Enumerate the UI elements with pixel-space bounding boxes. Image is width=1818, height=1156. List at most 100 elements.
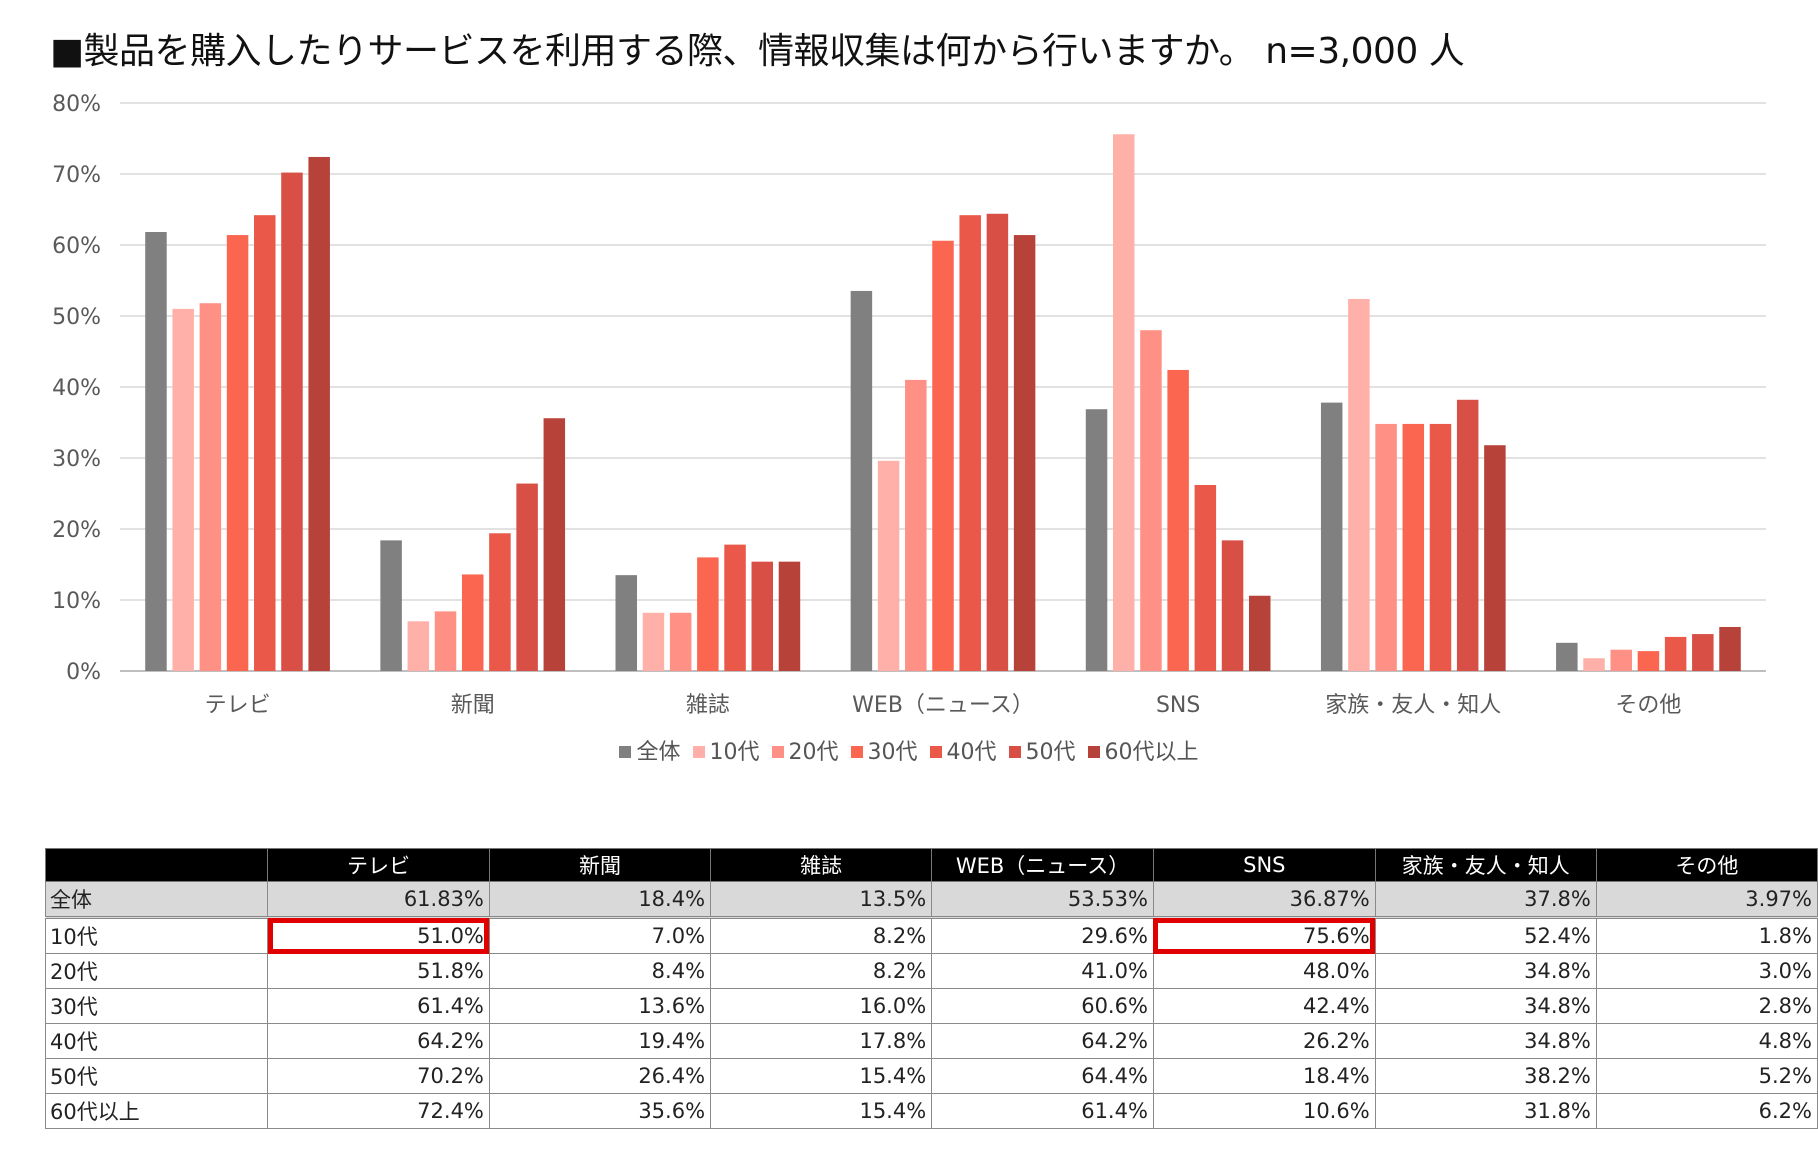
table-header-row: テレビ 新聞 雑誌 WEB（ニュース） SNS 家族・友人・知人 その他 [44,848,1818,882]
table-row: 60代以上 72.4% 35.6% 15.4% 61.4% 10.6% 31.8% 6.2% [44,1093,1818,1129]
table-header-cell: WEB（ニュース） [931,848,1154,882]
legend-item: 10代 [692,734,760,766]
table-cell: 60.6% [931,988,1154,1024]
legend-swatch [619,746,632,758]
x-tick-label: SNS [1156,693,1200,718]
legend-label: 30代 [867,740,918,765]
legend-swatch [771,746,784,758]
bar [1248,595,1271,671]
bar [1429,423,1452,671]
bar [145,232,167,671]
table-row: 20代 51.8% 8.4% 8.2% 41.0% 48.0% 34.8% 3.0% [44,953,1818,989]
x-tick-label: テレビ [205,693,271,718]
legend-swatch [692,746,705,758]
table-cell: 3.97% [1595,881,1818,919]
bar [615,575,638,671]
table-cell: 61.4% [931,1093,1154,1129]
table-cell: 26.2% [1152,1023,1376,1059]
table-cell: 8.4% [488,953,712,989]
table-cell: 31.8% [1374,1093,1597,1129]
chart-title: ■製品を購入したりサービスを利用する際、情報収集は何から行いますか。 n=3,0… [50,31,1465,72]
legend-item: 30代 [850,734,918,766]
x-tick-label: 雑誌 [686,693,730,718]
table-row-label: 30代 [44,988,269,1024]
data-table: テレビ 新聞 雑誌 WEB（ニュース） SNS 家族・友人・知人 その他 全体 61.83% 1… [44,848,1818,1129]
x-tick-label: 新聞 [451,693,495,718]
table-header-cell [44,848,269,882]
y-tick-label: 10% [52,589,101,614]
bar [1556,642,1578,671]
bar [308,156,330,671]
table-cell: 7.0% [488,917,712,954]
table-header-cell: SNS [1152,848,1376,882]
table-row: 40代 64.2% 19.4% 17.8% 64.2% 26.2% 34.8% 4.8% [44,1023,1818,1059]
bar [697,557,719,671]
table-cell: 29.6% [931,917,1154,954]
table-cell: 53.53% [931,881,1154,919]
table-cell: 34.8% [1374,988,1597,1024]
legend-item: 全体 [619,734,681,766]
x-tick-label: その他 [1615,693,1681,718]
bar [1610,649,1632,671]
bar [434,611,457,671]
table-cell: 42.4% [1152,988,1376,1024]
table-cell: 16.0% [710,988,933,1024]
table-cell: 48.0% [1152,953,1376,989]
bar [850,290,873,671]
bar [1013,235,1036,671]
bar [226,235,249,671]
table-cell: 64.2% [267,1023,490,1059]
bar [1140,330,1162,671]
y-tick-label: 60% [52,234,101,259]
table-cell: 3.0% [1595,953,1818,989]
bar [986,213,1009,671]
legend-item: 60代以上 [1087,734,1199,766]
legend-swatch [850,746,863,758]
chart-legend: 全体 10代 20代 30代 40代 50代 60代以上 [0,734,1818,766]
legend-item: 20代 [771,734,839,766]
table-cell: 4.8% [1595,1023,1818,1059]
table-cell: 51.8% [267,953,490,989]
table-cell: 34.8% [1374,1023,1597,1059]
bar [1664,636,1687,671]
bar [407,621,430,671]
bar [281,172,303,671]
legend-label: 50代 [1025,740,1076,765]
table-cell: 18.4% [1152,1058,1376,1094]
legend-label: 全体 [636,740,681,765]
bar [778,561,801,671]
bar [1085,409,1108,671]
y-tick-label: 0% [66,660,101,685]
bar [1456,399,1479,671]
bar [932,240,954,672]
bar-chart: 80% 70% 60% 50% 40% 30% 20% 10% 0% テレビ 新聞 雑誌 WEB（ニュー… [52,92,1766,718]
bar [199,303,222,671]
table-cell: 17.8% [710,1023,933,1059]
bar [489,533,511,671]
table-cell: 35.6% [488,1093,712,1129]
legend-label: 20代 [788,740,839,765]
table-cell: 36.87% [1152,881,1376,919]
table-cell: 64.2% [931,1023,1154,1059]
bar [1348,298,1370,671]
bar [543,418,566,671]
table-cell: 26.4% [488,1058,712,1094]
x-tick-label: WEB（ニュース） [852,693,1034,718]
bar [1692,634,1714,671]
bar [669,612,692,671]
legend-swatch [929,746,942,758]
x-tick-label: 家族・友人・知人 [1325,693,1501,718]
legend-item: 40代 [929,734,997,766]
table-cell: 37.8% [1374,881,1597,919]
table-cell: 6.2% [1595,1093,1818,1129]
legend-item: 50代 [1008,734,1076,766]
table-cell: 38.2% [1374,1058,1597,1094]
bar [1637,651,1660,671]
table-cell: 5.2% [1595,1058,1818,1094]
table-header-cell: その他 [1595,848,1818,882]
table-cell: 41.0% [931,953,1154,989]
y-tick-label: 80% [52,92,101,117]
y-tick-label: 70% [52,163,101,188]
bar [1221,540,1244,671]
bar [172,308,194,671]
